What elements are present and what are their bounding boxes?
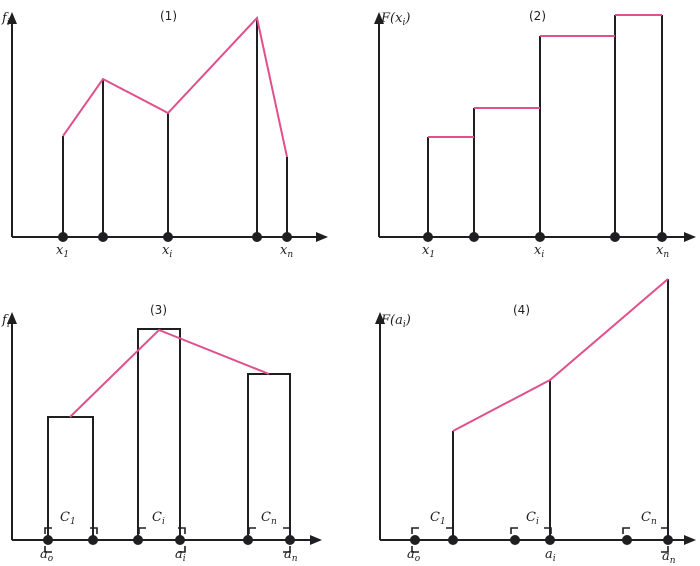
boundary-marker	[622, 535, 632, 545]
boundary-marker	[133, 535, 143, 545]
point-marker	[535, 232, 545, 242]
class-bracket	[661, 546, 669, 553]
class-label-c1: C1	[430, 510, 446, 527]
class-bracket	[138, 527, 146, 534]
boundary-marker	[175, 535, 185, 545]
point-marker	[469, 232, 479, 242]
y-axis-label: fi	[1, 11, 10, 28]
boundary-marker	[663, 535, 673, 545]
boundary-marker	[410, 535, 420, 545]
class-bracket	[446, 527, 454, 534]
panel-title: (1)	[160, 9, 177, 23]
x-label-ao: ao	[407, 547, 421, 564]
x-label-xn: xn	[656, 243, 669, 260]
class-bracket	[411, 546, 419, 553]
class-bracket	[90, 527, 98, 534]
class-label-ci: Ci	[526, 510, 539, 527]
x-label-ai: ai	[545, 547, 556, 564]
class-bracket	[248, 527, 256, 534]
class-bracket	[661, 527, 669, 534]
panel-3-histogram: (3) fi C1 Ci Cn ao ai an	[1, 303, 322, 564]
polygon-line	[69, 328, 270, 418]
panel-title: (3)	[150, 303, 167, 317]
class-bracket	[544, 527, 552, 534]
polygon-line	[62, 15, 288, 158]
panel-2-cumulative-step: (2) F(xi) x1 xi xn	[374, 9, 696, 260]
x-label-xi: xi	[162, 243, 172, 260]
x-label-x1: x1	[422, 243, 435, 260]
boundary-marker	[510, 535, 520, 545]
point-marker	[98, 232, 108, 242]
class-label-c1: C1	[60, 510, 76, 527]
boundary-marker	[43, 535, 53, 545]
ogive-line	[452, 278, 669, 432]
class-bracket	[411, 527, 419, 534]
class-label-cn: Cn	[261, 510, 277, 527]
x-label-xi: xi	[534, 243, 544, 260]
histogram-bar	[137, 328, 181, 540]
class-bracket	[178, 546, 186, 553]
point-marker	[423, 232, 433, 242]
class-bracket	[622, 527, 630, 534]
boundary-marker	[545, 535, 555, 545]
boundary-marker	[88, 535, 98, 545]
x-label-ao: ao	[40, 547, 54, 564]
class-bracket	[178, 527, 186, 534]
class-bracket	[283, 546, 291, 553]
point-marker	[252, 232, 262, 242]
y-axis-label: F(ai)	[380, 313, 411, 330]
class-label-ci: Ci	[152, 510, 165, 527]
point-marker	[610, 232, 620, 242]
panel-1-frequency-polygon: (1) fi x1 xi xn	[1, 9, 328, 260]
x-label-an: an	[662, 549, 676, 566]
x-label-xn: xn	[280, 243, 293, 260]
x-label-x1: x1	[56, 243, 69, 260]
class-bracket	[44, 527, 52, 534]
point-marker	[163, 232, 173, 242]
boundary-marker	[243, 535, 253, 545]
panel-title: (4)	[513, 303, 530, 317]
x-label-ai: ai	[175, 547, 186, 564]
x-label-an: an	[284, 547, 298, 564]
point-marker	[58, 232, 68, 242]
panel-title: (2)	[529, 9, 546, 23]
class-bracket	[44, 546, 52, 553]
class-bracket	[510, 527, 518, 534]
y-axis-label: fi	[1, 313, 10, 330]
panel-4-ogive: (4) F(ai) C1 Ci Cn ao ai an	[375, 278, 696, 566]
class-bracket	[283, 527, 291, 534]
class-label-cn: Cn	[641, 510, 657, 527]
boundary-marker	[448, 535, 458, 545]
y-axis-label: F(xi)	[380, 11, 410, 28]
point-marker	[657, 232, 667, 242]
point-marker	[282, 232, 292, 242]
boundary-marker	[285, 535, 295, 545]
